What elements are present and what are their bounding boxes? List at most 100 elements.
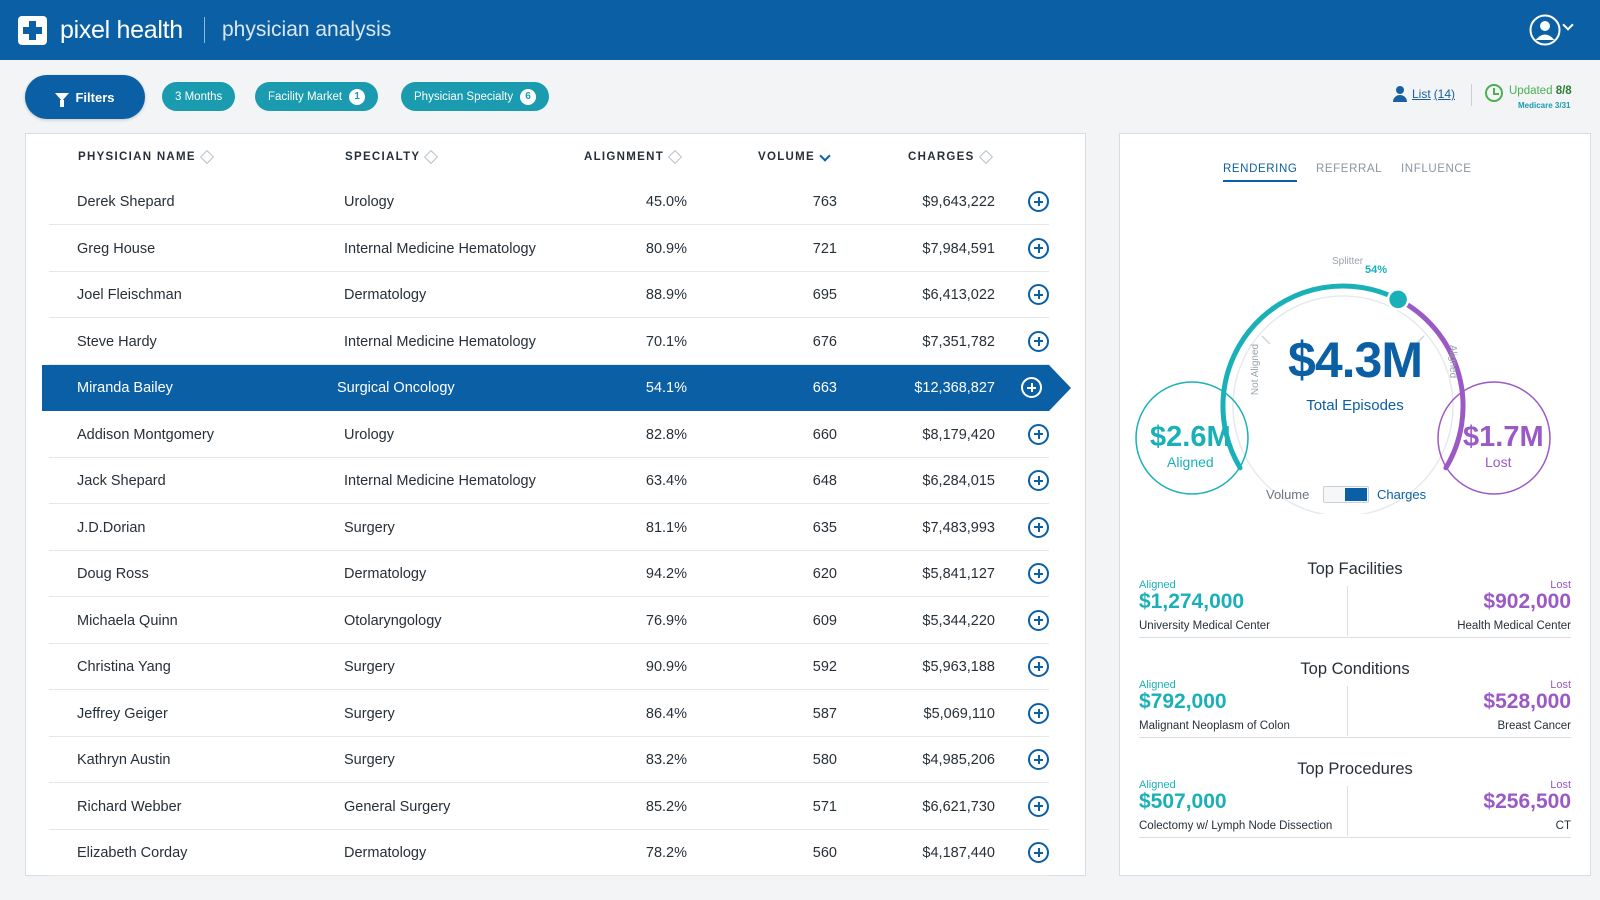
specialty-cell: Urology xyxy=(344,426,394,443)
user-avatar-icon xyxy=(1529,14,1561,46)
column-header-alignment[interactable]: ALIGNMENT xyxy=(584,149,683,165)
sort-icon xyxy=(424,149,439,165)
add-circle-icon[interactable] xyxy=(1028,516,1049,538)
table-row[interactable]: J.D.Dorian Surgery 81.1% 635 $7,483,993 xyxy=(49,505,1049,551)
charges-cell: $7,984,591 xyxy=(922,240,995,257)
table-row[interactable]: Addison Montgomery Urology 82.8% 660 $8,179,… xyxy=(49,412,1049,458)
metric-toggle-switch[interactable] xyxy=(1323,486,1369,503)
brand-logo-icon[interactable] xyxy=(18,16,47,45)
tab-referral[interactable]: REFERRAL xyxy=(1316,163,1383,175)
charges-cell: $5,963,188 xyxy=(922,659,995,675)
filters-button-label: Filters xyxy=(75,89,115,105)
aligned-procedure-name[interactable]: Colectomy w/ Lymph Node Dissection xyxy=(1139,820,1333,832)
brand-divider xyxy=(204,17,205,43)
funnel-icon xyxy=(55,93,70,107)
physician-name-cell: Jack Shepard xyxy=(77,473,166,489)
add-circle-icon[interactable] xyxy=(1028,656,1049,677)
add-circle-icon[interactable] xyxy=(1028,795,1049,817)
filters-button[interactable]: Filters xyxy=(25,75,145,119)
user-menu-button[interactable] xyxy=(1528,13,1590,47)
column-header-volume[interactable]: VOLUME xyxy=(758,149,831,163)
tab-influence[interactable]: INFLUENCE xyxy=(1401,163,1472,175)
specialty-cell: Surgery xyxy=(344,705,395,722)
add-circle-icon[interactable] xyxy=(1028,702,1049,724)
table-row-selected[interactable]: Miranda Bailey Surgical Oncology 54.1% 663 $… xyxy=(42,365,1071,411)
table-row[interactable]: Richard Webber General Surgery 85.2% 571 $6,… xyxy=(49,784,1049,830)
specialty-cell: Internal Medicine Hematology xyxy=(344,473,536,489)
gauge-tick xyxy=(1415,335,1425,345)
alignment-cell: 90.9% xyxy=(645,659,687,675)
toggle-volume-label[interactable]: Volume xyxy=(1266,487,1310,502)
lost-label: Lost xyxy=(1485,454,1512,470)
filter-chip-months[interactable]: 3 Months xyxy=(162,82,236,111)
physician-name-cell: Derek Shepard xyxy=(77,194,175,210)
table-row[interactable]: Greg House Internal Medicine Hematology 80… xyxy=(49,226,1049,272)
charges-cell: $6,284,015 xyxy=(922,473,995,489)
list-link-count: (14) xyxy=(1433,87,1456,101)
aligned-condition-name[interactable]: Malignant Neoplasm of Colon xyxy=(1139,720,1290,732)
specialty-cell: Surgical Oncology xyxy=(337,380,455,396)
table-row[interactable]: Kathryn Austin Surgery 83.2% 580 $4,985,206 xyxy=(49,737,1049,783)
lost-procedure-name[interactable]: CT xyxy=(1555,820,1571,832)
alignment-cell: 86.4% xyxy=(645,705,687,722)
table-row[interactable]: Joel Fleischman Dermatology 88.9% 695 $6,413… xyxy=(49,272,1049,318)
aligned-facility-name[interactable]: University Medical Center xyxy=(1139,620,1271,632)
add-circle-icon[interactable] xyxy=(1028,842,1049,863)
charges-cell: $6,413,022 xyxy=(922,287,995,303)
filter-chip-facility-market[interactable]: Facility Market 1 xyxy=(255,82,379,111)
filter-chip-label: 3 Months xyxy=(175,90,223,103)
sort-descending-icon xyxy=(819,149,831,162)
toggle-charges-label[interactable]: Charges xyxy=(1377,487,1427,502)
add-circle-icon[interactable] xyxy=(1028,749,1049,770)
add-circle-icon[interactable] xyxy=(1021,377,1042,398)
alignment-cell: 83.2% xyxy=(645,752,687,768)
add-circle-icon[interactable] xyxy=(1028,609,1049,631)
lost-circle xyxy=(1437,381,1551,495)
splitter-handle[interactable] xyxy=(1386,288,1410,311)
table-row[interactable]: Jack Shepard Internal Medicine Hematology… xyxy=(49,458,1049,504)
brand-name[interactable]: pixel health xyxy=(60,16,183,44)
alignment-gauge xyxy=(1135,283,1551,514)
table-row[interactable]: Christina Yang Surgery 90.9% 592 $5,963,188 xyxy=(49,644,1049,690)
list-link-label: List xyxy=(1412,87,1431,101)
filter-chip-physician-specialty[interactable]: Physician Specialty 6 xyxy=(401,82,550,111)
specialty-cell: Dermatology xyxy=(344,566,427,582)
section-underline xyxy=(1139,637,1571,638)
table-row[interactable]: Doug Ross Dermatology 94.2% 620 $5,841,127 xyxy=(49,551,1049,597)
sort-icon xyxy=(978,149,993,165)
charges-cell: $12,368,827 xyxy=(914,380,995,396)
add-circle-icon[interactable] xyxy=(1028,470,1049,491)
table-row[interactable]: Michaela Quinn Otolaryngology 76.9% 609 $5,3… xyxy=(49,598,1049,644)
add-circle-icon[interactable] xyxy=(1028,284,1049,305)
charges-cell: $5,069,110 xyxy=(923,705,996,722)
table-row[interactable]: Derek Shepard Urology 45.0% 763 $9,643,222 xyxy=(49,179,1049,225)
volume-cell: 592 xyxy=(812,659,837,675)
specialty-cell: Dermatology xyxy=(344,287,427,303)
add-circle-icon[interactable] xyxy=(1028,191,1049,212)
lost-facility-name[interactable]: Health Medical Center xyxy=(1457,620,1571,632)
charges-cell: $8,179,420 xyxy=(922,426,995,443)
top-facilities-section: Top Facilities Aligned $1,274,000 Univer… xyxy=(1139,560,1571,658)
chevron-down-icon xyxy=(1562,19,1574,31)
specialty-cell: Dermatology xyxy=(344,845,427,861)
lost-value: $256,500 xyxy=(1483,790,1571,813)
volume-cell: 635 xyxy=(812,519,837,536)
lost-condition-name[interactable]: Breast Cancer xyxy=(1497,720,1571,732)
add-circle-icon[interactable] xyxy=(1028,330,1049,352)
column-header-charges[interactable]: CHARGES xyxy=(908,149,993,165)
volume-cell: 648 xyxy=(812,473,837,489)
physician-list-link[interactable]: List (14) xyxy=(1393,86,1455,102)
alignment-cell: 82.8% xyxy=(645,426,687,443)
table-row[interactable]: Elizabeth Corday Dermatology 78.2% 560 $4,18… xyxy=(49,830,1049,876)
add-circle-icon[interactable] xyxy=(1028,237,1049,259)
table-row[interactable]: Jeffrey Geiger Surgery 86.4% 587 $5,069,110 xyxy=(49,691,1049,737)
column-header-specialty[interactable]: SPECIALTY xyxy=(345,149,439,165)
alignment-cell: 63.4% xyxy=(645,473,687,489)
sort-icon xyxy=(667,149,683,165)
physician-icon xyxy=(1393,86,1407,102)
add-circle-icon[interactable] xyxy=(1028,423,1049,445)
tab-rendering[interactable]: RENDERING xyxy=(1223,163,1298,182)
column-header-physician-name[interactable]: PHYSICIAN NAME xyxy=(78,149,214,165)
add-circle-icon[interactable] xyxy=(1028,563,1049,584)
table-row[interactable]: Steve Hardy Internal Medicine Hematology 7… xyxy=(49,319,1049,365)
